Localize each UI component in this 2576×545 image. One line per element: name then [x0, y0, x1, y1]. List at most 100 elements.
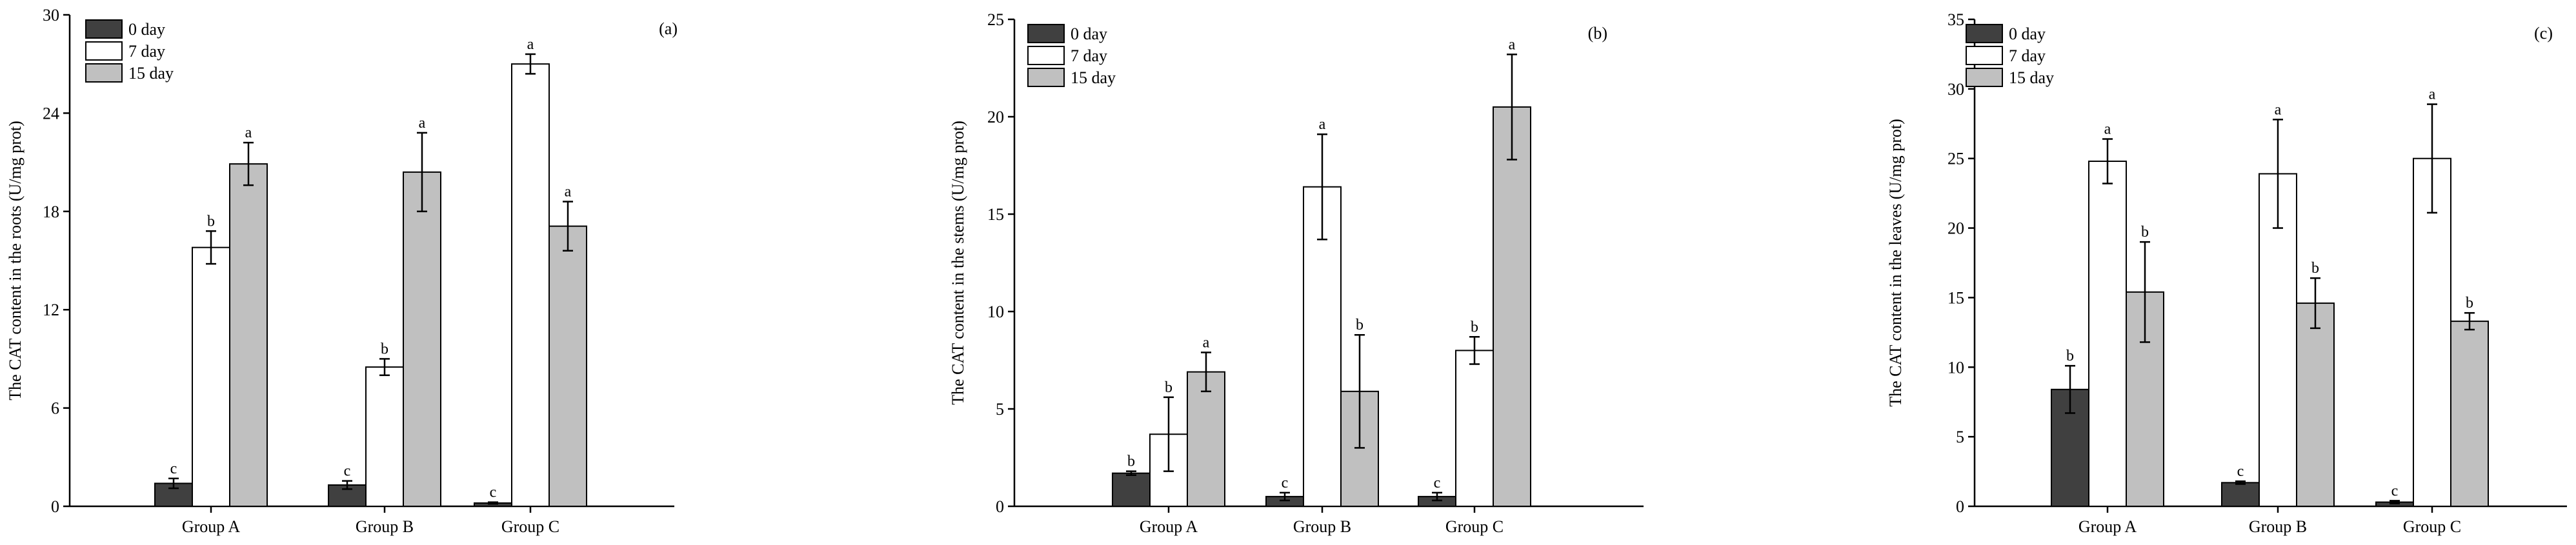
y-tick-label: 30	[43, 6, 59, 25]
legend-label: 7 day	[1071, 46, 1107, 65]
y-tick-label: 5	[996, 400, 1004, 419]
significance-label: a	[2275, 101, 2282, 118]
y-tick-label: 25	[987, 10, 1004, 29]
x-tick-label: Group C	[2403, 517, 2461, 536]
bar	[2413, 157, 2451, 507]
y-tick-label: 30	[1947, 80, 1964, 99]
y-tick-label: 6	[51, 399, 59, 418]
y-axis-label: The CAT content in the roots (U/mg prot)	[6, 121, 25, 401]
x-tick-label: Group C	[501, 517, 559, 536]
significance-label: c	[2391, 482, 2399, 499]
y-tick-label: 24	[43, 104, 59, 123]
legend-swatch	[85, 63, 123, 83]
y-tick-label: 15	[987, 205, 1004, 224]
significance-label: a	[2429, 86, 2436, 103]
y-tick-label: 0	[51, 497, 59, 516]
bar	[2088, 161, 2127, 507]
significance-label: a	[245, 124, 252, 141]
significance-label: b	[1356, 317, 1363, 333]
significance-label: b	[1471, 319, 1478, 335]
significance-label: c	[1282, 475, 1289, 491]
significance-label: c	[170, 461, 177, 477]
chart-panel-a: 0 6 12 18 24 30 Group A Group B Group C The CAT c…	[6, 6, 678, 536]
y-tick-label: 18	[43, 203, 59, 221]
bar	[403, 171, 441, 507]
y-tick-label: 20	[987, 108, 1004, 126]
significance-label: c	[490, 484, 497, 501]
panel-title: (a)	[659, 19, 678, 38]
significance-label: c	[2237, 463, 2244, 480]
y-tick-label: 20	[1947, 219, 1964, 238]
legend-label: 0 day	[128, 20, 165, 39]
bar	[365, 366, 404, 507]
y-tick-label: 10	[1947, 358, 1964, 377]
significance-label: a	[1203, 334, 1210, 351]
bar	[511, 63, 550, 507]
panel-title: (b)	[1588, 24, 1607, 43]
bar	[192, 246, 230, 507]
y-tick-label: 12	[43, 301, 59, 319]
y-tick-label: 5	[1956, 428, 1964, 446]
y-tick-label: 15	[1947, 288, 1964, 307]
x-tick-label: Group B	[356, 517, 414, 536]
legend-swatch	[1027, 46, 1065, 65]
y-tick-label: 10	[987, 302, 1004, 321]
significance-label: b	[1127, 453, 1135, 470]
panel-title: (c)	[2534, 24, 2553, 43]
x-tick-label: Group B	[1293, 517, 1351, 536]
significance-label: a	[1319, 116, 1326, 133]
legend-swatch	[1966, 68, 2003, 87]
bar	[2450, 321, 2489, 507]
y-tick-label: 0	[1956, 497, 1964, 516]
legend-swatch	[1966, 24, 2003, 43]
x-tick-label: Group B	[2249, 517, 2307, 536]
legend-label: 7 day	[128, 42, 165, 61]
bar	[1112, 472, 1151, 507]
bar	[2221, 482, 2260, 507]
y-tick-label: 25	[1947, 150, 1964, 168]
legend-label: 15 day	[128, 64, 174, 83]
bar	[1493, 106, 1531, 507]
significance-label: b	[207, 213, 215, 230]
chart-panel-b: 0 5 10 15 20 25 Group A Group B Group C The CAT c…	[949, 10, 1644, 536]
y-axis-label: The CAT content in the leaves (U/mg prot…	[1886, 119, 1905, 406]
y-axis-label: The CAT content in the stems (U/mg prot)	[949, 121, 967, 405]
legend-label: 15 day	[1071, 68, 1116, 87]
legend-swatch	[85, 19, 123, 39]
legend-label: 0 day	[1071, 25, 1107, 43]
significance-label: c	[1434, 475, 1441, 491]
y-tick-label: 35	[1947, 10, 1964, 29]
legend-label: 7 day	[2009, 46, 2046, 65]
legend-swatch	[85, 41, 123, 61]
significance-label: b	[1165, 379, 1172, 396]
legend-swatch	[1027, 24, 1065, 43]
significance-label: b	[2466, 295, 2473, 312]
y-tick-label: 0	[996, 497, 1004, 516]
significance-label: c	[344, 463, 351, 480]
bar	[548, 225, 587, 507]
x-tick-label: Group A	[2078, 517, 2137, 536]
x-tick-label: Group A	[182, 517, 241, 536]
significance-label: b	[2066, 348, 2074, 364]
legend-label: 0 day	[2009, 25, 2046, 43]
x-tick-label: Group C	[1445, 517, 1504, 536]
x-tick-label: Group A	[1140, 517, 1198, 536]
bar	[2296, 302, 2335, 507]
significance-label: a	[419, 115, 426, 132]
legend-swatch	[1027, 68, 1065, 87]
significance-label: b	[2311, 260, 2319, 277]
legend-swatch	[1966, 46, 2003, 65]
legend-label: 15 day	[2009, 68, 2054, 87]
significance-label: a	[565, 184, 572, 201]
bar	[2259, 173, 2297, 507]
significance-label: a	[2104, 121, 2111, 138]
bar	[229, 163, 268, 507]
chart-panel-c: 0 5 10 15 20 25 30 35 Group A Group B Group C The C…	[1886, 10, 2567, 536]
significance-label: b	[2141, 224, 2149, 241]
significance-label: a	[1509, 36, 1516, 53]
significance-label: b	[381, 341, 388, 357]
significance-label: a	[527, 36, 534, 53]
bar	[1187, 371, 1225, 507]
bar	[1455, 350, 1494, 508]
